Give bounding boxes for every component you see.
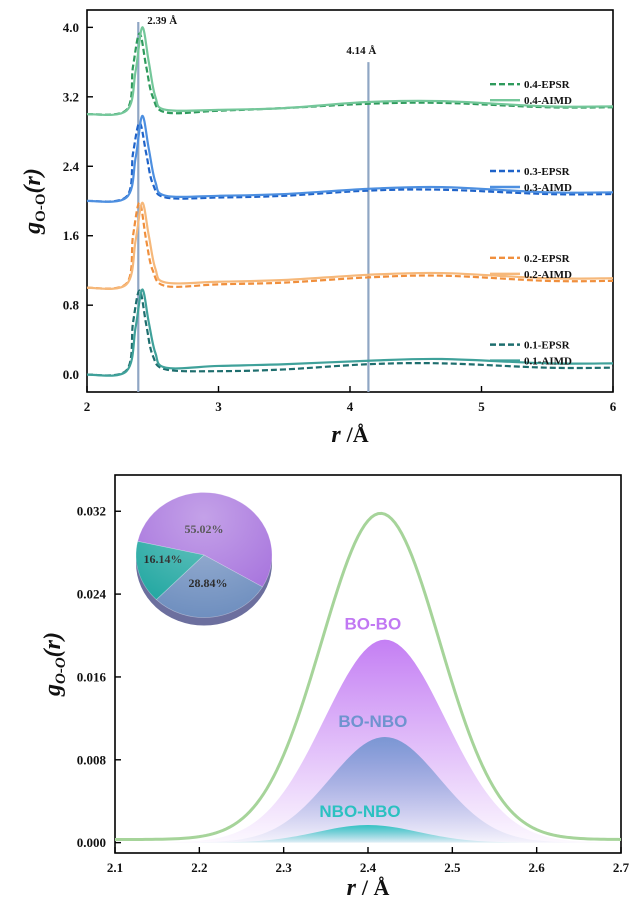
top-x-tick-label: 4 [347,399,354,414]
legend-label-0-3-aimd: 0.3-AIMD [524,182,572,194]
bottom-total-curve [114,511,622,842]
bottom-y-tick-label: 0.032 [77,504,106,519]
bottom-x-tick-label: 2.4 [360,860,377,875]
bottom-y-tick-label: 0.016 [77,669,107,684]
top-y-tick-label: 0.0 [63,367,79,382]
bottom-y-tick-label: 0.000 [77,835,106,850]
series-line-0-4-aimd [86,26,614,117]
pie-highlight [136,492,272,618]
top-x-tick-label: 2 [84,399,91,414]
top-reference-lines [137,22,370,392]
bottom-x-tick-label: 2.2 [191,860,207,875]
bottom-x-axis-label: r / Å [347,875,390,901]
top-y-tick-label: 0.8 [63,298,80,313]
bottom-chart: 2.1 2.2 2.3 2.4 2.5 2.6 2.7 0.000 0.008 0.016 0.02… [40,474,630,901]
bottom-y-tick-label: 0.008 [77,752,107,767]
top-x-tick-label: 3 [215,399,222,414]
top-chart: 2 3 4 5 6 0.0 0.8 1.6 2.4 3.2 4.0 0.4-EPSR 0.4-AIMD… [20,9,617,448]
legend-label-0-1-aimd: 0.1-AIMD [524,356,572,368]
inset-pie-chart: 55.02%28.84%16.14% [135,492,273,626]
legend-label-0-2-aimd: 0.2-AIMD [524,269,572,281]
top-y-axis-label: gO-O(r) [20,168,49,235]
series-line-0-3-aimd [86,114,614,203]
top-x-tick-label: 5 [478,399,485,414]
area-label-nbo-nbo: NBO-NBO [319,802,400,821]
area-bo-nbo [115,737,621,843]
bottom-x-tick-label: 2.1 [107,860,123,875]
bottom-y-axis-label: gO-O(r) [40,632,69,697]
legend-label-0-2-epsr: 0.2-EPSR [524,253,571,265]
bottom-x-tick-label: 2.7 [613,860,630,875]
bottom-axes-ticks: 2.1 2.2 2.3 2.4 2.5 2.6 2.7 0.000 0.008 0.016 0.02… [77,504,630,875]
top-annotations: 2.39 Å 4.14 Å [147,15,376,57]
top-y-tick-label: 1.6 [63,228,80,243]
bottom-x-tick-label: 2.3 [276,860,293,875]
area-nbo-nbo [115,825,621,843]
total-curve-line [114,511,622,842]
legend-label-0-4-epsr: 0.4-EPSR [524,79,571,91]
series-line-0-4-epsr [86,32,614,116]
top-y-tick-label: 2.4 [63,159,80,174]
top-legend: 0.4-EPSR 0.4-AIMD 0.3-EPSR 0.3-AIMD 0.2-EPSR… [490,79,572,368]
bottom-area-labels: BO-BO BO-NBO NBO-NBO [319,615,407,821]
area-bo-bo [115,639,621,843]
series-line-0-2-epsr [86,201,614,290]
area-label-bo-bo: BO-BO [345,615,402,634]
bottom-x-tick-label: 2.6 [529,860,546,875]
legend-label-0-3-epsr: 0.3-EPSR [524,166,571,178]
top-x-axis-label: r /Å [331,422,368,448]
series-line-0-2-aimd [86,201,614,290]
top-y-tick-label: 4.0 [63,20,79,35]
top-series-group [86,26,614,377]
top-y-tick-label: 3.2 [63,89,79,104]
top-x-tick-label: 6 [610,399,617,414]
series-line-0-1-epsr [86,289,614,377]
bottom-y-tick-label: 0.024 [77,587,107,602]
bottom-area-series [115,639,621,843]
bottom-x-tick-label: 2.5 [444,860,461,875]
top-plot-frame [86,9,614,393]
series-line-0-1-aimd [86,288,614,377]
legend-label-0-4-aimd: 0.4-AIMD [524,95,572,107]
top-axes-ticks: 2 3 4 5 6 0.0 0.8 1.6 2.4 3.2 4.0 [63,20,617,414]
legend-label-0-1-epsr: 0.1-EPSR [524,340,571,352]
series-line-0-3-epsr [86,121,614,203]
area-label-bo-nbo: BO-NBO [338,712,407,731]
annotation-4-14: 4.14 Å [346,45,376,57]
annotation-2-39: 2.39 Å [147,15,177,27]
